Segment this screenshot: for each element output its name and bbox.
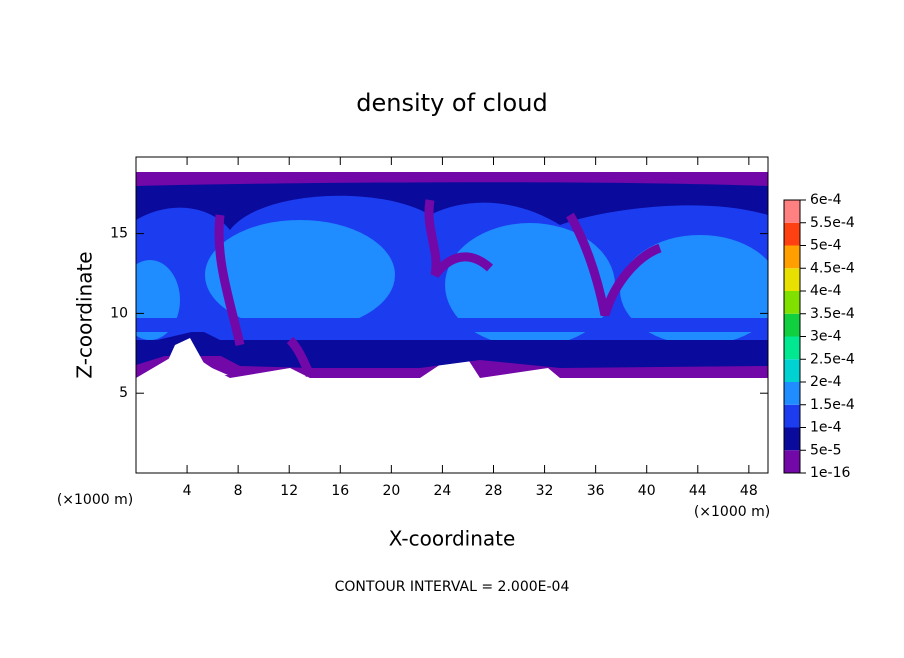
x-tick-label: 40	[638, 483, 656, 499]
contour-fill	[136, 340, 768, 356]
contour-fill	[566, 212, 662, 317]
colorbar-label: 4e-4	[810, 283, 842, 299]
y-tick-label: 5	[119, 385, 128, 401]
chart-title: density of cloud	[356, 89, 547, 117]
x-tick-label: 32	[536, 483, 554, 499]
colorbar-swatch	[784, 200, 800, 223]
colorbar-label: 1e-16	[810, 465, 850, 481]
contour-fill	[286, 336, 315, 378]
colorbar-label: 4.5e-4	[810, 260, 855, 276]
colorbar-label: 5.5e-4	[810, 215, 855, 231]
contour-fill	[214, 214, 245, 346]
colorbar-label: 2e-4	[810, 374, 842, 390]
x-tick-label: 16	[331, 483, 349, 499]
x-tick-label: 8	[234, 483, 243, 499]
colorbar-swatch	[784, 268, 800, 291]
plot-frame	[135, 156, 769, 474]
footer-note: CONTOUR INTERVAL = 2.000E-04	[335, 579, 570, 595]
colorbar-label: 5e-5	[810, 442, 841, 458]
colorbar-swatch	[784, 404, 800, 428]
colorbar-label: 1.5e-4	[810, 397, 855, 413]
contour-fill	[424, 199, 494, 278]
colorbar-swatch	[784, 313, 800, 337]
x-tick-label: 4	[183, 483, 192, 499]
colorbar-swatch	[784, 336, 800, 360]
x-tick-label: 28	[485, 483, 503, 499]
colorbar-label: 2.5e-4	[810, 351, 855, 367]
x-unit-label: (×1000 m)	[57, 492, 133, 508]
colorbar-swatch	[784, 382, 800, 405]
x-unit-label: (×1000 m)	[694, 504, 770, 520]
contour-fill	[445, 223, 615, 347]
x-tick-label: 48	[740, 483, 758, 499]
colorbar-label: 5e-4	[810, 238, 842, 254]
contour-fill	[620, 235, 768, 345]
y-tick-label: 10	[110, 305, 128, 321]
x-axis-label: X-coordinate	[389, 527, 516, 551]
colorbar-swatch	[784, 427, 800, 451]
colorbar-swatch	[784, 222, 800, 246]
contour-fill	[205, 220, 395, 330]
colorbar-swatch	[784, 291, 800, 314]
y-tick-label: 15	[110, 226, 128, 242]
contour-field	[136, 172, 768, 378]
colorbar-label: 6e-4	[810, 192, 842, 208]
colorbar-label: 3.5e-4	[810, 306, 855, 322]
x-tick-label: 36	[587, 483, 605, 499]
colorbar-swatch	[784, 245, 800, 269]
colorbar-label: 3e-4	[810, 329, 842, 345]
x-tick-label: 12	[280, 483, 298, 499]
x-tick-label: 20	[382, 483, 400, 499]
contour-fill	[136, 318, 768, 332]
colorbar-label: 1e-4	[810, 420, 842, 436]
colorbar-swatch	[784, 450, 800, 473]
colorbar-swatch	[784, 359, 800, 382]
x-tick-label: 24	[434, 483, 452, 499]
y-axis-label: Z-coordinate	[73, 251, 97, 378]
empty-region	[136, 338, 228, 378]
x-tick-label: 44	[689, 483, 707, 499]
